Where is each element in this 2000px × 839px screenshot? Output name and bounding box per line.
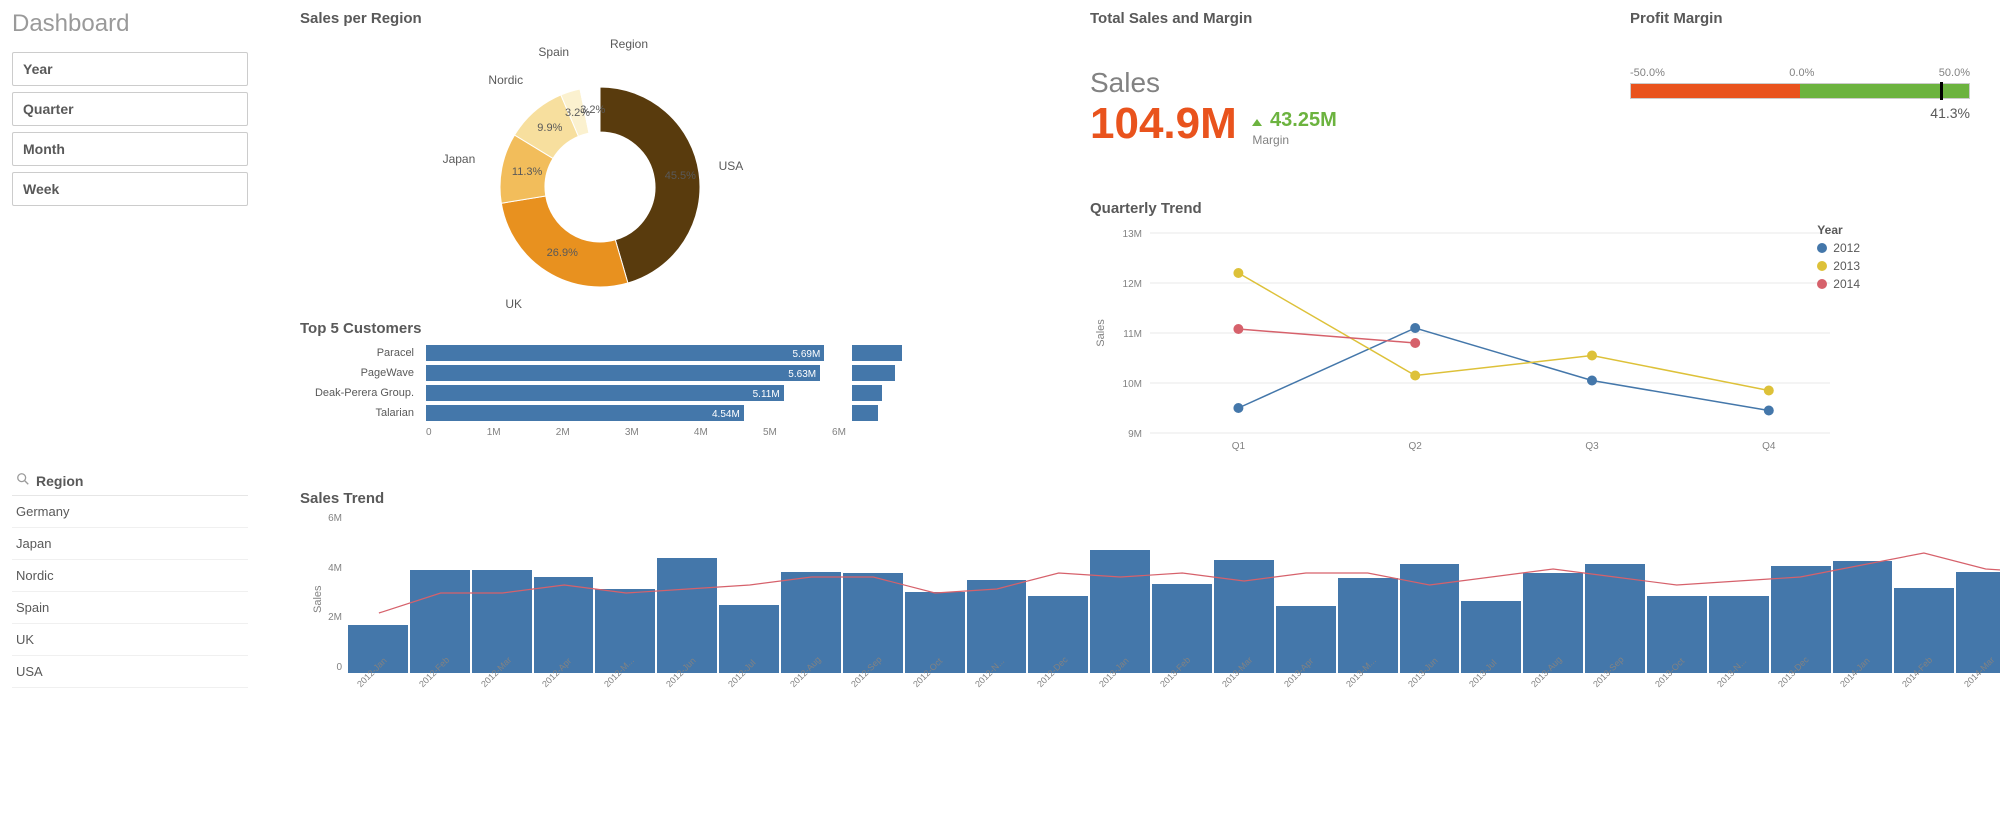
svg-text:12M: 12M xyxy=(1123,279,1142,290)
panel-title: Sales per Region xyxy=(300,10,1060,27)
top5-mini xyxy=(852,363,902,383)
top5-mini xyxy=(852,403,902,423)
filter-week[interactable]: Week xyxy=(12,172,248,206)
svg-text:9M: 9M xyxy=(1128,429,1142,440)
sales-trend-panel: Sales Trend Sales Margin (%) 6M4M2M0 504… xyxy=(300,490,2000,770)
kpi-sub: 43.25M Margin xyxy=(1252,99,1336,147)
top5-xaxis: 01M2M3M4M5M6M xyxy=(426,423,846,438)
svg-text:11M: 11M xyxy=(1123,329,1142,340)
line-chart-svg: 13M 12M 11M 10M 9M Sales Q1 Q2 Q3 Q4 xyxy=(1090,223,1870,453)
svg-text:Q2: Q2 xyxy=(1409,441,1423,452)
svg-text:Sales: Sales xyxy=(1095,319,1107,347)
svg-text:10M: 10M xyxy=(1123,379,1142,390)
scale-min: -50.0% xyxy=(1630,67,1665,79)
bullet-chart[interactable]: -50.0% 0.0% 50.0% 41.3% xyxy=(1630,67,1970,121)
region-item-germany[interactable]: Germany xyxy=(12,496,248,528)
sales-per-region-panel: Sales per Region Region USA 45.5% UK 26.9% J… xyxy=(300,10,1060,390)
bullet-bar xyxy=(1630,83,1970,99)
legend-item[interactable]: 2013 xyxy=(1817,259,1860,273)
panel-title: Total Sales and Margin xyxy=(1090,10,1600,27)
trend-up-icon xyxy=(1252,119,1262,126)
filter-month[interactable]: Month xyxy=(12,132,248,166)
region-item-uk[interactable]: UK xyxy=(12,624,248,656)
top5-mini xyxy=(852,343,902,363)
top5-bar[interactable]: 4.54M xyxy=(426,403,846,423)
region-filter-header[interactable]: Region xyxy=(12,466,248,496)
quarterly-trend-chart[interactable]: 13M 12M 11M 10M 9M Sales Q1 Q2 Q3 Q4 Year 2012 201… xyxy=(1090,223,1870,453)
top5-mini xyxy=(852,383,902,403)
top5-label: Talarian xyxy=(300,403,420,423)
filter-list: Year Quarter Month Week xyxy=(12,52,248,206)
kpi-block[interactable]: Sales 104.9M 43.25M Margin xyxy=(1090,67,1600,149)
donut-pct: 11.3% xyxy=(512,166,542,178)
sidebar: Dashboard Year Quarter Month Week Region Ge… xyxy=(0,0,260,839)
legend-title: Year xyxy=(1817,223,1860,237)
panel-title: Quarterly Trend xyxy=(1090,200,2000,217)
legend-item[interactable]: 2014 xyxy=(1817,277,1860,291)
svg-text:13M: 13M xyxy=(1123,229,1142,240)
region-item-nordic[interactable]: Nordic xyxy=(12,560,248,592)
panel-title: Profit Margin xyxy=(1630,10,2000,27)
bullet-negative xyxy=(1631,84,1800,98)
bullet-marker xyxy=(1940,82,1943,100)
donut-label: Nordic xyxy=(488,73,523,87)
filter-year[interactable]: Year xyxy=(12,52,248,86)
donut-label: Japan xyxy=(443,152,476,166)
sales-trend-chart[interactable]: Sales Margin (%) 6M4M2M0 5045403530 2012… xyxy=(300,513,2000,723)
donut-label: UK xyxy=(505,297,522,311)
y-left-ticks: 6M4M2M0 xyxy=(300,513,346,673)
x-axis: 2012-Jan2012-Feb2012-Mar2012-Apr2012-M..… xyxy=(348,675,2000,723)
scale-max: 50.0% xyxy=(1939,67,1970,79)
bullet-scale: -50.0% 0.0% 50.0% xyxy=(1630,67,1970,79)
donut-legend-title: Region xyxy=(610,37,648,51)
quarterly-trend-panel: Quarterly Trend 13M12M11M10M9MSalesQ1Q2Q… xyxy=(1090,200,2000,390)
top5-bar[interactable]: 5.63M xyxy=(426,363,846,383)
donut-pct: 45.5% xyxy=(665,170,696,182)
main-grid: Sales per Region Region USA 45.5% UK 26.9% J… xyxy=(260,0,2000,839)
donut-label: USA xyxy=(719,159,744,173)
donut-chart[interactable]: Region USA 45.5% UK 26.9% Japan 11.3% Nordic 9.… xyxy=(440,37,860,337)
donut-pct: 9.9% xyxy=(537,122,562,134)
kpi-heading: Sales xyxy=(1090,67,1600,99)
filter-quarter[interactable]: Quarter xyxy=(12,92,248,126)
bullet-positive xyxy=(1800,84,1969,98)
scale-mid: 0.0% xyxy=(1789,67,1814,79)
donut-pct: 3.2% xyxy=(580,104,605,116)
donut-label: Spain xyxy=(538,45,569,59)
region-filter-label: Region xyxy=(36,473,83,489)
legend-item[interactable]: 2012 xyxy=(1817,241,1860,255)
page-title: Dashboard xyxy=(12,10,248,38)
kpi-sub-label: Margin xyxy=(1252,133,1289,147)
region-filter-items: GermanyJapanNordicSpainUKUSA xyxy=(12,496,248,688)
kpi-value: 104.9M xyxy=(1090,99,1237,149)
region-item-japan[interactable]: Japan xyxy=(12,528,248,560)
kpi-sub-value: 43.25M xyxy=(1270,109,1337,131)
panel-title: Sales Trend xyxy=(300,490,2000,507)
svg-text:Q4: Q4 xyxy=(1762,441,1776,452)
quarterly-legend: Year 2012 2013 2014 xyxy=(1817,223,1860,295)
top5-bar[interactable]: 5.69M xyxy=(426,343,846,363)
dashboard-root: Dashboard Year Quarter Month Week Region Ge… xyxy=(0,0,2000,839)
donut-pct: 26.9% xyxy=(547,247,578,259)
region-filter: Region GermanyJapanNordicSpainUKUSA xyxy=(12,466,248,688)
svg-text:Q3: Q3 xyxy=(1585,441,1599,452)
region-item-spain[interactable]: Spain xyxy=(12,592,248,624)
svg-text:Q1: Q1 xyxy=(1232,441,1246,452)
region-item-usa[interactable]: USA xyxy=(12,656,248,688)
top5-bar[interactable]: 5.11M xyxy=(426,383,846,403)
search-icon xyxy=(16,472,30,489)
bullet-value: 41.3% xyxy=(1630,105,1970,121)
